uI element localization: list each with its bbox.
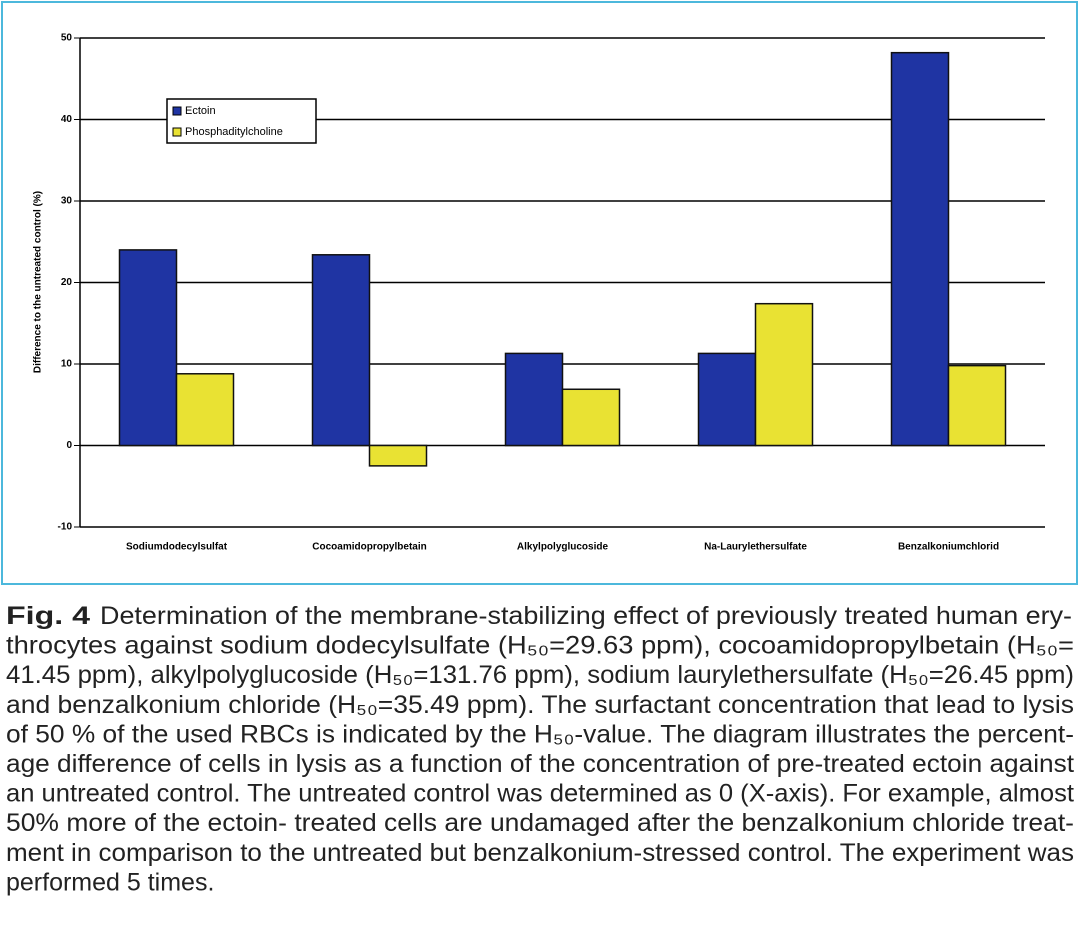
legend-box [166,98,317,144]
caption-line: and benzalkonium chloride (H₅₀=35.49 ppm… [6,691,1074,719]
caption-line: throcytes against sodium dodecylsulfate … [6,632,1074,660]
x-tick-label: Benzalkoniumchlorid [898,542,999,553]
y-axis-label: Difference to the untreated control (%) [33,191,44,373]
bar [504,352,564,447]
y-tick-label: 50 [61,33,73,44]
caption-line: age difference of cells in lysis as a fu… [6,750,1074,778]
bar [754,302,814,447]
caption-line: 41.45 ppm), alkylpolyglucoside (H₅₀=131.… [6,661,1074,689]
legend-label: Ectoin [185,105,216,117]
caption-line: ment in comparison to the untreated but … [6,839,1074,867]
bar [175,373,235,447]
y-tick-label: 0 [66,440,72,451]
bar [368,444,428,467]
x-tick-label: Na-Laurylethersulfate [704,542,807,553]
y-tick-label: 30 [61,196,73,207]
caption-label: Fig. 4 [6,602,90,630]
bar [947,364,1007,447]
legend-label: Phosphaditylcholine [185,126,283,138]
caption-line: Determination of the membrane-stabilizin… [100,602,1072,630]
bar [561,388,621,447]
caption-line: 50% more of the ectoin- treated cells ar… [6,809,1074,837]
x-tick-label: Alkylpolyglucoside [517,542,609,553]
y-tick-label: 20 [61,277,73,288]
bar [890,51,950,447]
caption-line: performed 5 times. [6,868,214,896]
x-tick-label: Sodiumdodecylsulfat [126,542,228,553]
bar [118,249,178,447]
legend-swatch [172,127,182,137]
y-tick-label: 10 [61,359,73,370]
caption-line: an untreated control. The untreated cont… [6,780,1074,808]
legend-swatch [172,106,182,116]
y-tick-label: -10 [58,522,73,533]
bar [697,352,757,447]
bar [311,254,371,447]
x-tick-label: Cocoamidopropylbetain [312,542,426,553]
caption-line: of 50 % of the used RBCs is indicated by… [6,720,1074,748]
y-tick-label: 40 [61,114,73,125]
